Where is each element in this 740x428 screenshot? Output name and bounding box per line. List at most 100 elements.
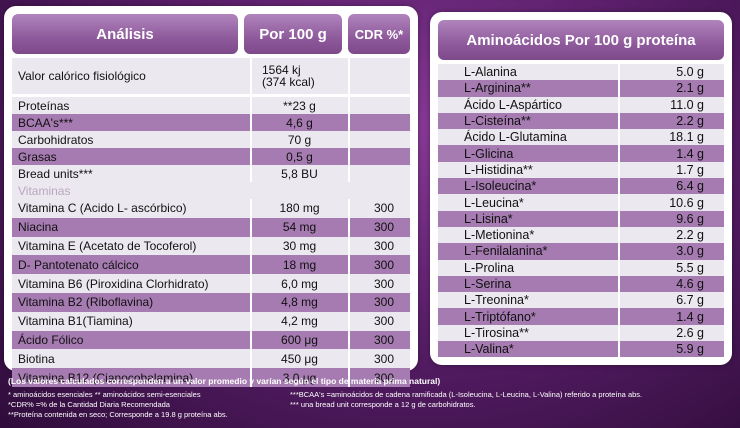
column-divider [618,341,620,358]
column-divider [618,210,620,227]
nutrient-cdr [354,165,414,182]
amino-acid-name: L-Leucina* [464,195,524,210]
nutrient-cdr [354,148,414,165]
header-analysis: Análisis [12,14,238,54]
column-divider [250,368,252,387]
column-divider [250,255,252,275]
nutrient-name: Vitamina B12 (Cianocobalamina) [18,370,194,385]
amino-acid-value: 2.2 g [676,114,704,129]
amino-acid-name: L-Serina [464,277,512,291]
vitamins-section-label: Vitaminas [18,183,71,198]
amino-acid-name: Ácido L-Aspártico [464,97,562,112]
amino-acid-value: 4.6 g [676,277,704,291]
nutrient-value: 4,8 mg [281,295,318,310]
column-divider [348,236,350,256]
amino-acid-name: L-Glicina [464,146,514,161]
nutrient-cdr: 300 [373,201,395,216]
nutrient-name: Bread units*** [18,166,93,181]
nutrition-row: Vitamina B1(Tiamina) 4,2 mg 300 [12,311,410,331]
nutrient-cdr: 300 [373,257,395,272]
nutrition-row: Biotina 450 μg 300 [12,349,410,369]
column-divider [250,148,252,165]
nutrient-name: Vitamina B2 (Riboflavina) [18,295,154,310]
nutrition-row: D- Pantotenato cálcico 18 mg 300 [12,255,410,275]
nutrient-value: 30 mg [282,238,317,253]
amino-acid-value: 1.4 g [676,309,704,324]
column-divider [348,199,350,218]
amino-acid-name: L-Arginina** [464,81,531,96]
nutrient-name: Proteínas [18,98,70,113]
nutrition-row: Vitamina E (Acetato de Tocoferol) 30 mg 30… [12,236,410,256]
column-divider [348,292,350,312]
amino-acid-value: 1.7 g [676,162,704,177]
nutrient-name: Ácido Fólico [18,332,84,347]
nutrition-row: Vitamina B12 (Cianocobalamina) 3,0 μg 300 [12,368,410,387]
column-divider [250,292,252,312]
nutrient-value: 4,6 g [286,115,313,130]
nutrient-value: 600 μg [281,332,318,347]
column-divider [618,178,620,195]
column-divider [348,274,350,293]
amino-acid-value: 1.4 g [676,146,704,161]
column-divider [348,148,350,165]
amino-acid-value: 11.0 g [670,97,704,112]
amino-acid-value: 10.6 g [669,195,704,210]
nutrition-row: Carbohidratos 70 g [12,131,410,148]
amino-acid-value: 5.9 g [676,342,704,357]
column-divider [348,255,350,275]
nutrition-row: Ácido Fólico 600 μg 300 [12,330,410,350]
nutrient-value: **23 g [283,98,316,113]
amino-acid-value: 18.1 g [669,130,704,145]
amino-acid-row: L-Alanina 5.0 g [438,64,724,81]
amino-acid-name: L-Lisina* [464,211,513,226]
column-divider [348,165,350,182]
nutrient-value: 18 mg [282,257,317,272]
calorie-row: Valor calórico fisiológico 1564 kj (374 … [12,58,410,94]
column-divider [348,58,350,94]
amino-acid-name: L-Isoleucina* [464,179,537,194]
nutrient-cdr [354,114,414,131]
amino-acid-row: L-Arginina** 2.1 g [438,80,724,97]
amino-acid-name: L-Metionina* [464,228,535,243]
nutrition-row: Grasas 0,5 g [12,148,410,165]
nutrient-value: 70 g [287,132,312,147]
column-divider [348,368,350,387]
column-divider [250,199,252,218]
column-divider [618,96,620,113]
column-divider [618,64,620,81]
amino-acid-name: L-Prolina [464,260,515,275]
amino-acid-value: 3.0 g [676,244,704,259]
amino-acid-name: L-Fenilalanina* [464,244,548,259]
column-divider [618,226,620,244]
nutrient-name: Vitamina E (Acetato de Tocoferol) [18,238,197,253]
nutrient-value: 4,2 mg [281,314,318,329]
column-divider [250,114,252,131]
nutrition-row: Vitamina B6 (Piroxidina Clorhidrato) 6,0 … [12,274,410,293]
column-divider [618,80,620,97]
nutrient-name: Vitamina B6 (Piroxidina Clorhidrato) [18,276,209,291]
nutrient-cdr: 300 [373,238,395,253]
amino-acid-name: L-Valina* [464,342,514,357]
column-divider [618,243,620,260]
column-divider [618,275,620,293]
nutrient-name: D- Pantotenato cálcico [18,257,139,272]
amino-acid-value: 2.1 g [676,81,704,96]
nutrient-name: Biotina [18,351,55,366]
column-divider [348,349,350,369]
column-divider [618,112,620,130]
column-divider [250,131,252,148]
nutrient-cdr: 300 [373,332,395,347]
nutrition-row: BCAA's*** 4,6 g [12,114,410,131]
calorie-kj: 1564 kj [262,63,301,77]
column-divider [618,194,620,211]
amino-acid-row: L-Glicina 1.4 g [438,145,724,162]
amino-acid-name: L-Alanina [464,65,517,80]
amino-acid-row: L-Serina 4.6 g [438,275,724,293]
nutrient-name: BCAA's*** [18,115,73,130]
nutrition-row: Vitamina C (Acido L- ascórbico) 180 mg 300 [12,199,410,218]
amino-acid-value: 9.6 g [676,211,704,226]
header-per-100g: Por 100 g [244,14,342,54]
nutrient-name: Carbohidratos [18,132,94,147]
nutrient-name: Niacina [18,220,59,235]
column-divider [618,324,620,342]
